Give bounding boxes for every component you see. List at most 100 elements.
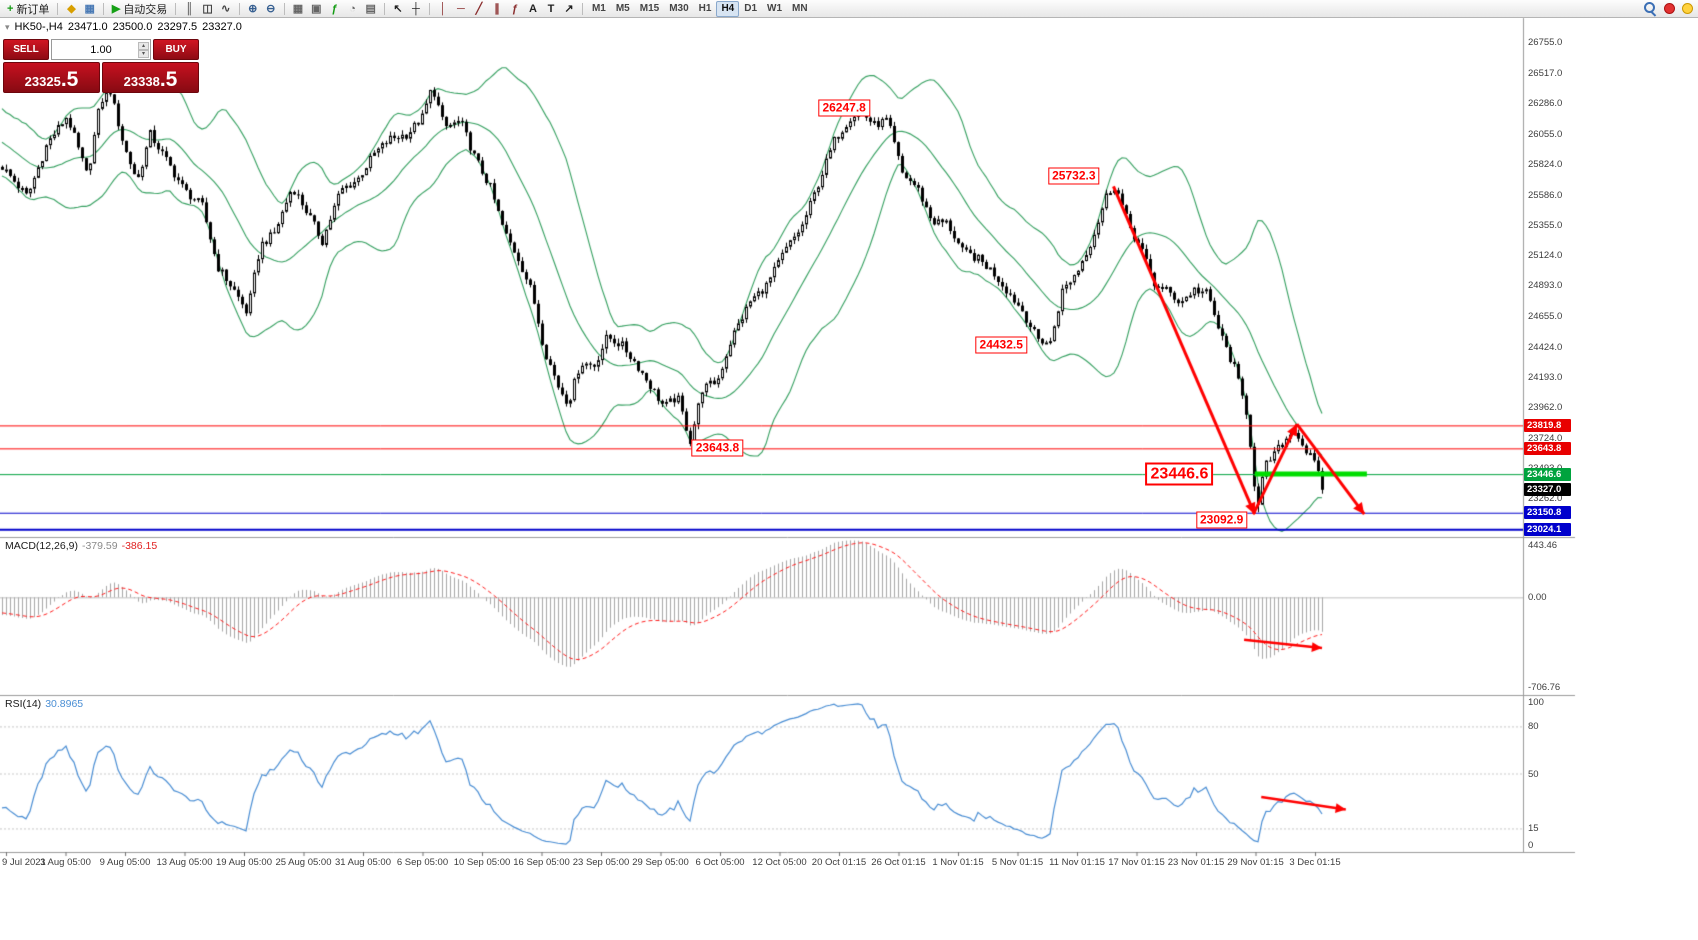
templates-button[interactable]: ▤ <box>362 1 380 17</box>
one-click-trading-panel: SELL 1.00 ▴ ▾ BUY 23325.5 23338.5 <box>3 39 199 93</box>
buy-price-fraction: .5 <box>159 68 178 91</box>
trendline-button[interactable]: ╱ <box>470 1 488 17</box>
metaeditor-button[interactable]: ◆ <box>62 1 80 17</box>
close-value: 23327.0 <box>202 21 242 33</box>
new-order-icon: + <box>7 2 14 15</box>
timeframe-m5-button[interactable]: M5 <box>615 3 630 14</box>
buy-price-display[interactable]: 23338.5 <box>102 62 199 93</box>
volume-up-icon[interactable]: ▴ <box>138 41 149 50</box>
notification-dot-icon <box>1682 3 1693 14</box>
indicators-icon: ƒ <box>331 2 338 15</box>
line-chart-icon: ∿ <box>221 2 231 15</box>
cursor-button[interactable]: ↖ <box>389 1 407 17</box>
toolbar-right-icons <box>1644 2 1693 15</box>
new-order-button[interactable]: + 新订单 <box>3 1 53 17</box>
tile-windows-button[interactable]: ▦ <box>289 1 307 17</box>
arrows-icon: ↗ <box>564 2 574 15</box>
macd-name: MACD(12,26,9) <box>5 540 78 552</box>
record-icon[interactable] <box>1664 3 1675 14</box>
toolbar-separator <box>283 2 285 15</box>
cursor-icon: ↖ <box>393 2 403 15</box>
toolbar-separator <box>102 2 104 15</box>
oct-collapse-icon[interactable]: ▾ <box>5 22 10 32</box>
sell-price-main: 23325 <box>24 74 61 89</box>
fibonacci-button[interactable]: ƒ <box>506 1 524 17</box>
auto-trading-icon: ▶ <box>111 2 121 15</box>
label-icon: T <box>547 2 555 15</box>
timeframe-m15-button[interactable]: M15 <box>639 3 660 14</box>
arrange-windows-button[interactable]: ▣ <box>307 1 325 17</box>
candlestick-chart-icon: ◫ <box>202 2 213 15</box>
volume-value: 1.00 <box>90 43 112 56</box>
new-order-button-label: 新订单 <box>16 3 50 16</box>
zoom-out-icon: ⊖ <box>266 2 276 15</box>
toolbar-separator <box>581 2 583 15</box>
volume-down-icon[interactable]: ▾ <box>138 49 149 58</box>
crosshair-icon: ┼ <box>412 2 420 15</box>
periods-icon: ◔ <box>349 2 356 15</box>
horizontal-line-icon: ─ <box>457 2 465 15</box>
bar-chart-icon: ║ <box>185 2 194 15</box>
chart-ohlc-header: ▾ HK50-,H4 23471.0 23500.0 23297.5 23327.0 <box>5 21 247 33</box>
channel-button[interactable]: ∥ <box>488 1 506 17</box>
macd-indicator-label: MACD(12,26,9) -379.59 -386.15 <box>5 540 161 552</box>
bar-chart-button[interactable]: ║ <box>180 1 198 17</box>
horizontal-line-button[interactable]: ─ <box>452 1 470 17</box>
volume-stepper: ▴ ▾ <box>138 40 149 59</box>
buy-button[interactable]: BUY <box>153 39 199 60</box>
macd-signal-value: -386.15 <box>121 540 158 552</box>
timeframe-w1-button[interactable]: W1 <box>767 3 783 14</box>
timeframe-mn-button[interactable]: MN <box>792 3 808 14</box>
toolbar-separator <box>175 2 177 15</box>
vertical-line-icon: │ <box>439 2 447 15</box>
candlestick-chart-button[interactable]: ◫ <box>198 1 216 17</box>
search-icon[interactable] <box>1644 2 1657 15</box>
fibonacci-icon: ƒ <box>511 2 518 15</box>
timeframe-h4-button[interactable]: H4 <box>716 0 740 17</box>
rsi-value: 30.8965 <box>45 698 84 710</box>
indicators-button[interactable]: ƒ <box>326 1 344 17</box>
rsi-indicator-label: RSI(14) 30.8965 <box>5 698 87 710</box>
one-click-price-row: 23325.5 23338.5 <box>3 62 199 93</box>
toolbar-separator <box>428 2 430 15</box>
sell-price-fraction: .5 <box>60 68 79 91</box>
timeframe-m30-button[interactable]: M30 <box>669 3 689 14</box>
timeframe-h1-button[interactable]: H1 <box>698 3 712 14</box>
sell-button[interactable]: SELL <box>3 39 49 60</box>
timeframe-d1-button[interactable]: D1 <box>744 3 758 14</box>
templates-icon: ▤ <box>365 2 376 15</box>
high-value: 23500.0 <box>112 21 153 33</box>
market-watch-button[interactable]: ▦ <box>80 1 98 17</box>
line-chart-button[interactable]: ∿ <box>217 1 235 17</box>
volume-field[interactable]: 1.00 ▴ ▾ <box>51 39 151 60</box>
crosshair-button[interactable]: ┼ <box>407 1 425 17</box>
main-toolbar: + 新订单 ◆ ▦ ▶ 自动交易 ║ ◫ ∿ ⊕ ⊖ ▦ ▣ ƒ ◔ ▤ ↖ ┼ │ ─ ╱ ∥ ƒ A T ↗ M1 M5 M15 M3… <box>0 0 1698 18</box>
vertical-line-button[interactable]: │ <box>434 1 452 17</box>
arrows-button[interactable]: ↗ <box>560 1 578 17</box>
arrange-windows-icon: ▣ <box>311 2 322 15</box>
toolbar-separator <box>383 2 385 15</box>
zoom-in-icon: ⊕ <box>248 2 258 15</box>
periods-button[interactable]: ◔ <box>344 1 362 17</box>
text-button[interactable]: A <box>524 1 542 17</box>
auto-trading-button-label: 自动交易 <box>123 3 168 16</box>
toolbar-separator <box>238 2 240 15</box>
trendline-icon: ╱ <box>475 2 483 15</box>
auto-trading-button[interactable]: ▶ 自动交易 <box>108 1 171 17</box>
low-value: 23297.5 <box>157 21 198 33</box>
label-button[interactable]: T <box>542 1 560 17</box>
sell-price-display[interactable]: 23325.5 <box>3 62 100 93</box>
rsi-name: RSI(14) <box>5 698 42 710</box>
toolbar-separator <box>57 2 59 15</box>
timeframe-m1-button[interactable]: M1 <box>591 3 606 14</box>
one-click-order-row: SELL 1.00 ▴ ▾ BUY <box>3 39 199 60</box>
macd-main-value: -379.59 <box>81 540 118 552</box>
buy-price-main: 23338 <box>123 74 160 89</box>
text-icon: A <box>528 2 537 15</box>
symbol-period-label: HK50-,H4 <box>14 21 63 33</box>
tile-windows-icon: ▦ <box>292 2 304 15</box>
metaeditor-icon: ◆ <box>67 2 76 15</box>
zoom-in-button[interactable]: ⊕ <box>244 1 262 17</box>
zoom-out-button[interactable]: ⊖ <box>262 1 280 17</box>
